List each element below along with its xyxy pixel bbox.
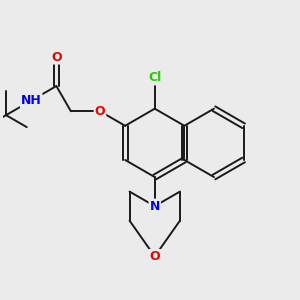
Text: NH: NH	[21, 94, 42, 107]
Text: O: O	[149, 250, 160, 263]
Text: Cl: Cl	[148, 71, 161, 84]
Text: O: O	[95, 105, 105, 118]
Text: O: O	[51, 50, 62, 64]
Text: N: N	[150, 200, 160, 213]
